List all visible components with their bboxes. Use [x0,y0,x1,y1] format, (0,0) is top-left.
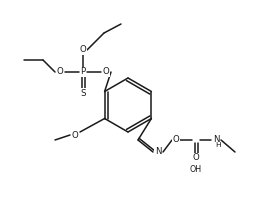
Text: P: P [80,68,85,76]
Text: N: N [155,147,161,156]
Text: O: O [103,68,109,76]
Text: OH: OH [190,165,202,174]
Text: O: O [57,68,63,76]
Text: S: S [80,89,86,98]
Text: O: O [193,153,199,163]
Text: H: H [215,142,221,148]
Text: O: O [72,131,78,140]
Text: O: O [80,45,86,54]
Text: O: O [173,135,179,144]
Text: N: N [213,135,219,144]
